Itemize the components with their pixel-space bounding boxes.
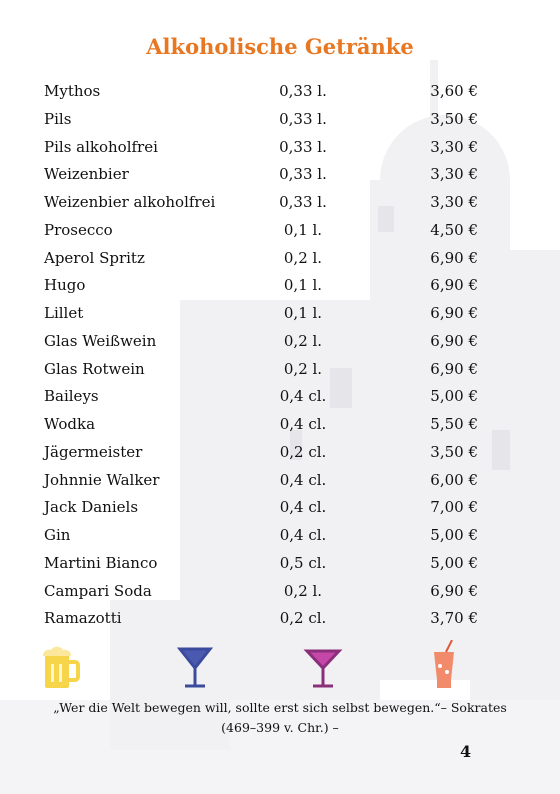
item-name: Glas Rotwein bbox=[44, 359, 145, 378]
item-size: 0,5 cl. bbox=[279, 553, 327, 572]
menu-item: Prosecco 0,1 l. 4,50 € bbox=[0, 220, 560, 240]
item-name: Glas Weißwein bbox=[44, 331, 157, 350]
item-price: 5,50 € bbox=[430, 415, 478, 433]
item-size: 0,33 l. bbox=[279, 82, 327, 100]
beer-icon bbox=[42, 646, 80, 688]
item-name: Martini Bianco bbox=[44, 553, 158, 572]
item-size: 0,4 cl. bbox=[279, 498, 327, 517]
item-name: Jägermeister bbox=[44, 442, 143, 461]
item-name: Jack Daniels bbox=[44, 498, 139, 517]
item-price: 3,50 € bbox=[430, 442, 478, 461]
item-name: Lillet bbox=[44, 304, 84, 322]
menu-item: Pils 0,33 l. 3,50 € bbox=[0, 109, 560, 129]
item-name: Weizenbier bbox=[44, 165, 129, 184]
item-size: 0,4 cl. bbox=[279, 526, 327, 544]
menu-item: Jack Daniels 0,4 cl. 7,00 € bbox=[0, 497, 560, 517]
menu-item: Wodka 0,4 cl. 5,50 € bbox=[0, 414, 560, 434]
item-name: Ramazotti bbox=[44, 609, 122, 628]
item-price: 3,30 € bbox=[430, 165, 478, 184]
item-name: Prosecco bbox=[44, 220, 113, 239]
item-size: 0,2 l. bbox=[283, 581, 323, 600]
item-name: Wodka bbox=[44, 415, 96, 433]
item-size: 0,2 l. bbox=[283, 359, 323, 378]
item-price: 3,70 € bbox=[430, 609, 478, 628]
menu-item: Baileys 0,4 cl. 5,00 € bbox=[0, 386, 560, 406]
item-name: Hugo bbox=[44, 276, 86, 295]
martini-pink bbox=[303, 649, 343, 688]
item-size: 0,33 l. bbox=[279, 109, 327, 128]
menu-item: Weizenbier 0,33 l. 3,30 € bbox=[0, 164, 560, 184]
item-price: 6,00 € bbox=[430, 470, 478, 489]
item-price: 6,90 € bbox=[430, 276, 478, 295]
menu-item: Pils alkoholfrei 0,33 l. 3,30 € bbox=[0, 137, 560, 157]
menu-item: Aperol Spritz 0,2 l. 6,90 € bbox=[0, 248, 560, 268]
item-size: 0,2 l. bbox=[283, 331, 323, 350]
item-name: Campari Soda bbox=[44, 581, 152, 600]
item-name: Baileys bbox=[44, 387, 99, 406]
item-price: 3,50 € bbox=[430, 109, 478, 128]
item-size: 0,2 l. bbox=[283, 248, 323, 267]
item-price: 3,60 € bbox=[430, 82, 478, 100]
menu-item: Gin 0,4 cl. 5,00 € bbox=[0, 525, 560, 545]
menu-item: Mythos 0,33 l. 3,60 € bbox=[0, 81, 560, 101]
item-price: 3,30 € bbox=[430, 193, 478, 211]
quote: „Wer die Welt bewegen will, sollte erst … bbox=[53, 700, 507, 735]
menu-item: Glas Rotwein 0,2 l. 6,90 € bbox=[0, 359, 560, 379]
item-name: Pils alkoholfrei bbox=[44, 137, 158, 156]
drink-icons bbox=[42, 640, 454, 688]
item-size: 0,1 l. bbox=[283, 276, 323, 295]
item-price: 3,30 € bbox=[430, 137, 478, 156]
martini-blue bbox=[176, 647, 214, 688]
item-price: 7,00 € bbox=[430, 498, 478, 517]
item-name: Aperol Spritz bbox=[44, 248, 145, 267]
item-size: 0,1 l. bbox=[283, 220, 323, 239]
item-name: Pils bbox=[44, 109, 72, 128]
item-size: 0,33 l. bbox=[279, 165, 327, 184]
title: Alkoholische Getränke bbox=[146, 34, 414, 59]
page-number: 4 bbox=[460, 742, 472, 761]
menu-item: Martini Bianco 0,5 cl. 5,00 € bbox=[0, 553, 560, 573]
item-price: 6,90 € bbox=[430, 248, 478, 267]
item-price: 6,90 € bbox=[430, 331, 478, 350]
item-size: 0,4 cl. bbox=[279, 387, 327, 406]
item-price: 6,90 € bbox=[430, 581, 478, 600]
menu-item: Lillet 0,1 l. 6,90 € bbox=[0, 303, 560, 323]
menu-item: Johnnie Walker 0,4 cl. 6,00 € bbox=[0, 470, 560, 490]
item-size: 0,4 cl. bbox=[279, 415, 327, 433]
item-price: 5,00 € bbox=[430, 553, 478, 572]
item-size: 0,2 cl. bbox=[279, 609, 327, 628]
item-name: Gin bbox=[44, 526, 71, 544]
item-price: 4,50 € bbox=[430, 220, 478, 239]
item-size: 0,33 l. bbox=[279, 193, 327, 211]
item-name: Mythos bbox=[44, 82, 101, 100]
item-size: 0,1 l. bbox=[283, 304, 323, 322]
menu-item: Glas Weißwein 0,2 l. 6,90 € bbox=[0, 331, 560, 351]
menu-item: Hugo 0,1 l. 6,90 € bbox=[0, 275, 560, 295]
cocktail-orange bbox=[434, 640, 454, 688]
item-size: 0,2 cl. bbox=[279, 442, 327, 461]
item-price: 6,90 € bbox=[430, 304, 478, 322]
menu-item: Ramazotti 0,2 cl. 3,70 € bbox=[0, 608, 560, 628]
item-name: Johnnie Walker bbox=[44, 470, 160, 489]
item-price: 5,00 € bbox=[430, 387, 478, 406]
item-name: Weizenbier alkoholfrei bbox=[44, 193, 216, 211]
menu-item: Jägermeister 0,2 cl. 3,50 € bbox=[0, 442, 560, 462]
menu-item: Weizenbier alkoholfrei 0,33 l. 3,30 € bbox=[0, 192, 560, 212]
item-price: 6,90 € bbox=[430, 359, 478, 378]
item-size: 0,33 l. bbox=[279, 137, 327, 156]
item-size: 0,4 cl. bbox=[279, 470, 327, 489]
item-price: 5,00 € bbox=[430, 526, 478, 544]
menu-item: Campari Soda 0,2 l. 6,90 € bbox=[0, 581, 560, 601]
